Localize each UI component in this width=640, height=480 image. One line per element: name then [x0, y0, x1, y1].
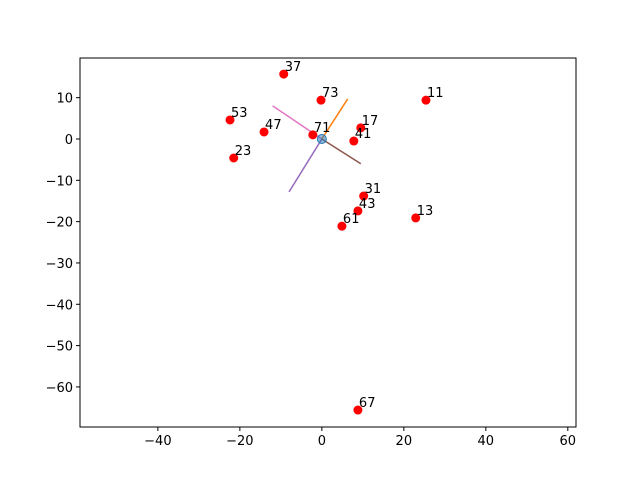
point [308, 130, 318, 140]
point [229, 153, 239, 163]
y-tick-label: 0 [65, 133, 73, 148]
point [353, 206, 363, 216]
line-segment [288, 138, 323, 193]
point [225, 115, 235, 125]
point [337, 221, 347, 231]
y-tick-label: −20 [46, 216, 73, 231]
point-label: 41 [355, 127, 372, 142]
point [259, 127, 269, 137]
point-label: 23 [235, 144, 252, 159]
point-label: 67 [359, 396, 376, 411]
point [411, 213, 421, 223]
point [359, 191, 369, 201]
point-label: 61 [343, 212, 360, 227]
point [353, 405, 363, 415]
point [421, 95, 431, 105]
line-segment [321, 138, 362, 165]
point-label: 31 [365, 182, 382, 197]
point-label: 13 [417, 204, 434, 219]
y-tick-label: 10 [56, 92, 73, 107]
y-tick-label: −30 [46, 257, 73, 272]
point [316, 95, 326, 105]
x-tick-label: 20 [396, 434, 413, 449]
point-label: 71 [314, 121, 331, 136]
point-label: 17 [362, 114, 379, 129]
y-tick-label: −40 [46, 298, 73, 313]
line-segment [321, 98, 349, 140]
x-tick-label: 40 [478, 434, 495, 449]
point [349, 136, 359, 146]
plot-frame [79, 57, 577, 428]
point-label: 73 [322, 86, 339, 101]
y-tick-label: −60 [46, 381, 73, 396]
x-tick-label: −20 [226, 434, 253, 449]
x-tick-label: 0 [318, 434, 326, 449]
x-tick-label: 60 [560, 434, 577, 449]
x-tick-label: −40 [144, 434, 171, 449]
point-label: 43 [359, 197, 376, 212]
point-label: 11 [427, 86, 444, 101]
point-label: 47 [265, 118, 282, 133]
point-label: 53 [231, 106, 248, 121]
point [279, 69, 289, 79]
point [316, 133, 327, 144]
point [356, 123, 366, 133]
y-tick-label: −10 [46, 174, 73, 189]
y-tick-label: −50 [46, 340, 73, 355]
point-label: 37 [285, 60, 302, 75]
